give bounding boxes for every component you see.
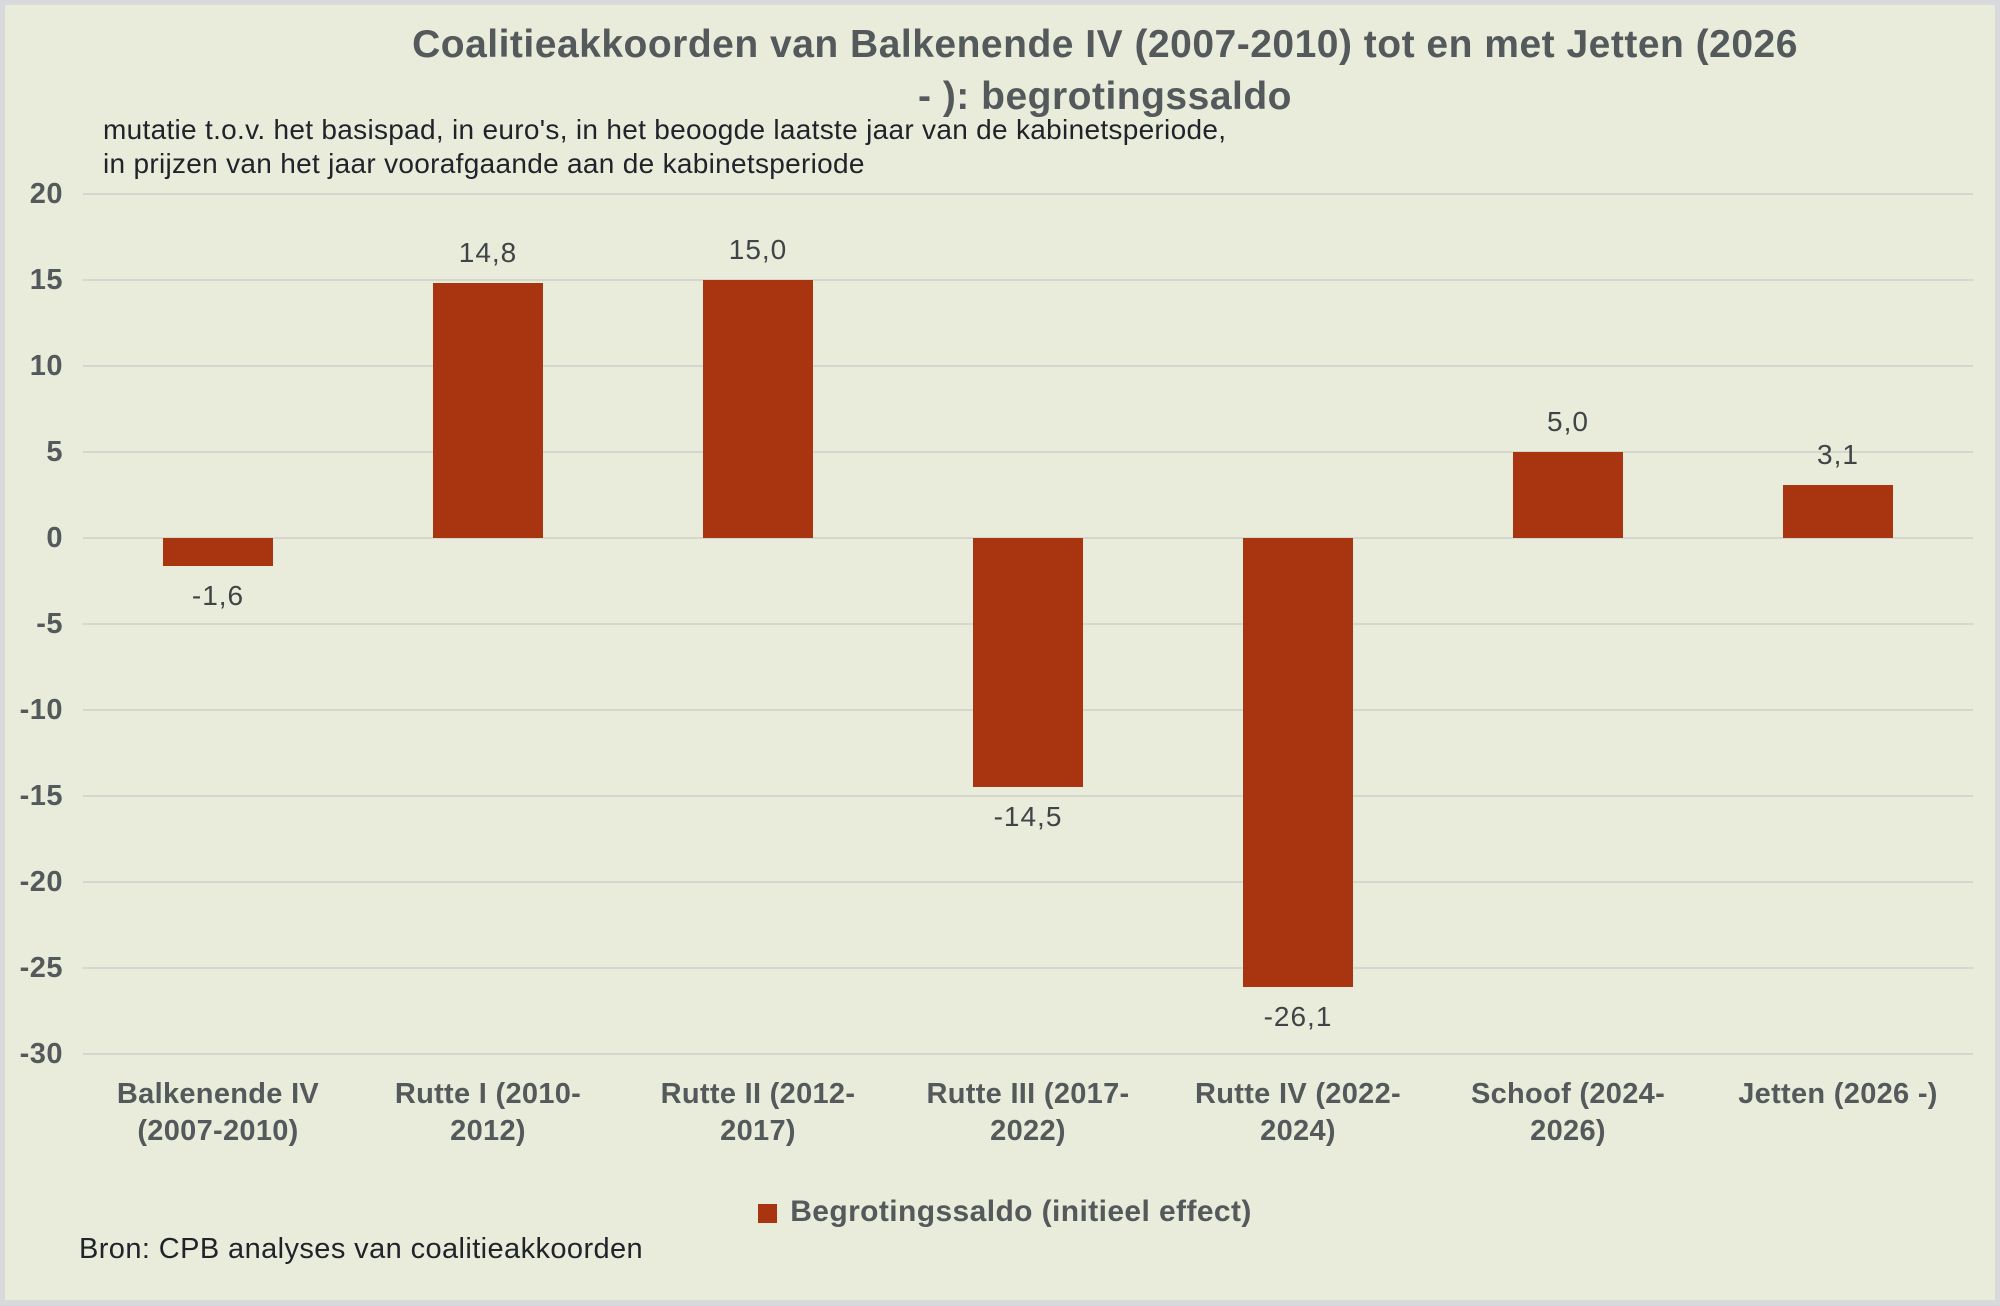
bar-2 <box>433 283 543 538</box>
legend-label: Begrotingssaldo (initieel effect) <box>790 1195 1252 1228</box>
legend: Begrotingssaldo (initieel effect) <box>5 1195 2000 1229</box>
y-axis-label-0: 0 <box>46 522 63 554</box>
value-label-2: 14,8 <box>458 237 518 269</box>
gridline-5 <box>83 451 1973 453</box>
gridline-15 <box>83 279 1973 281</box>
y-axis-label--10: -10 <box>19 694 63 726</box>
chart-slide: Coalitieakkoorden van Balkenende IV (200… <box>5 5 1995 1300</box>
bar-5 <box>1243 538 1353 987</box>
source-note: Bron: CPB analyses van coalitieakkoorden <box>79 1233 644 1265</box>
category-label-3: Rutte II (2012- 2017) <box>660 1078 856 1147</box>
gridline--20 <box>83 881 1973 883</box>
value-label-6: 5,0 <box>1547 406 1589 437</box>
gridline--15 <box>83 795 1973 797</box>
gridline--25 <box>83 967 1973 969</box>
category-label-7: Jetten (2026 -) <box>1738 1078 1938 1110</box>
legend-color-swatch <box>758 1203 778 1223</box>
bar-4 <box>973 538 1083 788</box>
y-axis-label--20: -20 <box>19 866 63 898</box>
bar-6 <box>1513 452 1623 538</box>
y-axis-label--5: -5 <box>36 608 63 640</box>
value-label-4: -14,5 <box>993 801 1063 833</box>
chart-subtitle: mutatie t.o.v. het basispad, in euro's, … <box>103 114 1227 179</box>
category-label-5: Rutte IV (2022- 2024) <box>1195 1078 1401 1147</box>
y-axis-label-20: 20 <box>29 178 63 210</box>
gridline-20 <box>83 193 1973 195</box>
y-axis-label--30: -30 <box>19 1038 63 1070</box>
gridline--30 <box>83 1053 1973 1055</box>
chart-title: Coalitieakkoorden van Balkenende IV (200… <box>412 23 1798 118</box>
gridline-10 <box>83 365 1973 367</box>
value-label-7: 3,1 <box>1817 438 1859 470</box>
category-label-2: Rutte I (2010- 2012) <box>394 1078 582 1147</box>
y-axis-label-5: 5 <box>46 436 63 468</box>
y-axis-label--15: -15 <box>19 780 63 812</box>
y-axis-label-15: 15 <box>29 264 63 296</box>
category-label-1: Balkenende IV (2007-2010) <box>116 1078 320 1147</box>
value-label-3: 15,0 <box>728 234 788 265</box>
y-axis-label-10: 10 <box>29 350 63 382</box>
y-axis-label--25: -25 <box>19 952 63 984</box>
value-label-5: -26,1 <box>1263 1000 1333 1032</box>
bar-1 <box>163 538 273 566</box>
value-label-1: -1,6 <box>191 579 245 611</box>
category-label-4: Rutte III (2017- 2022) <box>926 1078 1130 1147</box>
bar-3 <box>703 280 813 538</box>
category-label-6: Schoof (2024- 2026) <box>1470 1078 1666 1147</box>
bar-7 <box>1783 484 1893 538</box>
